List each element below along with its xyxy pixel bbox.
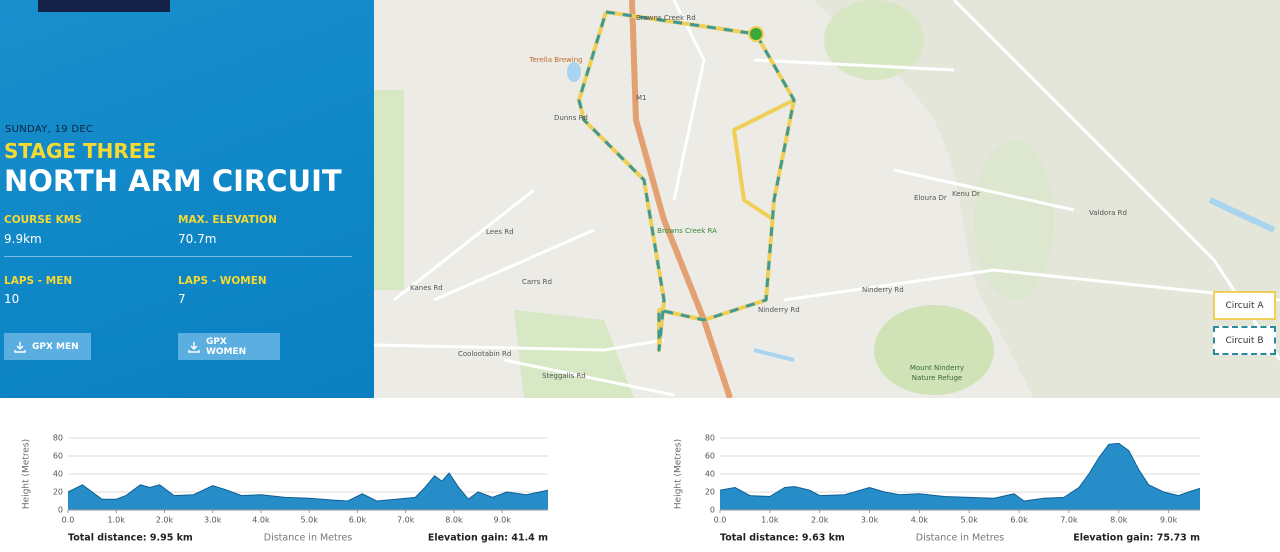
stat-label: COURSE KMS [4,214,82,226]
x-tick-label: 1.0k [761,516,779,525]
x-tick-label: 2.0k [156,516,174,525]
button-label: GPX WOMEN [205,336,247,357]
stage-title: NORTH ARM CIRCUIT [4,164,342,198]
x-tick-label: 0.0 [714,516,727,525]
map-label: Nature Refuge [912,374,962,382]
x-tick-label: 4.0k [911,516,929,525]
stat-label: MAX. ELEVATION [178,214,277,226]
x-tick-label: 9.0k [1160,516,1178,525]
stat-value: 70.7m [178,232,217,246]
total-distance: Total distance: 9.95 km [68,533,193,544]
y-axis-label: Height (Metres) [22,439,32,509]
x-tick-label: 7.0k [397,516,415,525]
x-tick-label: 3.0k [861,516,879,525]
map-label: Kanes Rd [410,284,443,292]
map-label: Ninderry Rd [758,306,800,314]
y-tick-label: 80 [705,434,715,443]
download-icon [14,341,26,353]
elevation-gain: Elevation gain: 75.73 m [1073,533,1200,544]
y-tick-label: 40 [705,470,715,479]
x-tick-label: 8.0k [1110,516,1128,525]
map-label: Steggalls Rd [542,372,586,380]
button-label: GPX MEN [32,341,79,352]
y-tick-label: 0 [58,506,63,515]
map-label: Dunns Rd [554,114,588,122]
map-label: Mount Ninderry [910,364,964,372]
date: SUNDAY, 19 DEC [5,124,94,135]
map-label: Carrs Rd [522,278,552,286]
y-tick-label: 0 [710,506,715,515]
map-label: Lees Rd [486,228,514,236]
x-tick-label: 1.0k [108,516,126,525]
legend-circuit-b[interactable]: Circuit B [1213,326,1276,355]
stat-label: LAPS - MEN [4,275,73,287]
y-axis-label: Height (Metres) [674,439,684,509]
x-tick-label: 2.0k [811,516,829,525]
download-icon [188,341,200,353]
map-label: Browns Creek RA [657,227,717,235]
logo [38,0,170,12]
map: Terella Brewing Browns Creek RA Mount Ni… [374,0,1280,398]
elevation-line [67,472,549,502]
elevation-gain: Elevation gain: 41.4 m [428,533,548,544]
stat-label: LAPS - WOMEN [178,275,267,287]
map-label: M1 [636,94,647,102]
map-label: Browns Creek Rd [636,14,696,22]
x-tick-label: 3.0k [204,516,222,525]
stat-value: 9.9km [4,232,42,246]
map-label: Terella Brewing [528,56,582,64]
elevation-area [720,443,1200,510]
map-label: Coolootabin Rd [458,350,511,358]
stat-value: 10 [4,292,20,306]
y-tick-label: 40 [53,470,63,479]
legend-circuit-a[interactable]: Circuit A [1213,291,1276,320]
elevation-area [68,473,548,510]
y-tick-label: 60 [705,452,715,461]
x-tick-label: 0.0 [62,516,75,525]
x-tick-label: 9.0k [493,516,511,525]
download-button[interactable]: GPX MEN [4,333,91,360]
x-axis-label: Distance in Metres [916,533,1005,544]
x-tick-label: 5.0k [961,516,979,525]
x-tick-label: 8.0k [445,516,463,525]
map-label: Ninderry Rd [862,286,904,294]
x-tick-label: 6.0k [349,516,367,525]
stage-panel: SUNDAY, 19 DEC STAGE THREE NORTH ARM CIR… [0,0,374,398]
download-button[interactable]: GPX WOMEN [178,333,280,360]
x-tick-label: 7.0k [1060,516,1078,525]
map-label: Kenu Dr [952,190,980,198]
y-tick-label: 60 [53,452,63,461]
stage: STAGE THREE [4,139,157,163]
map-label: Valdora Rd [1089,209,1127,217]
divider [4,256,352,257]
elevation-profiles: 0 20 40 60 80 0.0 1.0k 2.0k 3.0k 4.0k 5.0k 6.0k 7.0k… [22,434,1201,544]
y-tick-label: 80 [53,434,63,443]
x-tick-label: 6.0k [1010,516,1028,525]
elevation-line [719,442,1201,502]
stat-value: 7 [178,292,186,306]
map-label: Eloura Dr [914,194,947,202]
x-tick-label: 5.0k [301,516,319,525]
x-axis-label: Distance in Metres [264,533,353,544]
y-tick-label: 20 [53,488,63,497]
total-distance: Total distance: 9.63 km [720,533,845,544]
y-tick-label: 20 [705,488,715,497]
x-tick-label: 4.0k [252,516,270,525]
